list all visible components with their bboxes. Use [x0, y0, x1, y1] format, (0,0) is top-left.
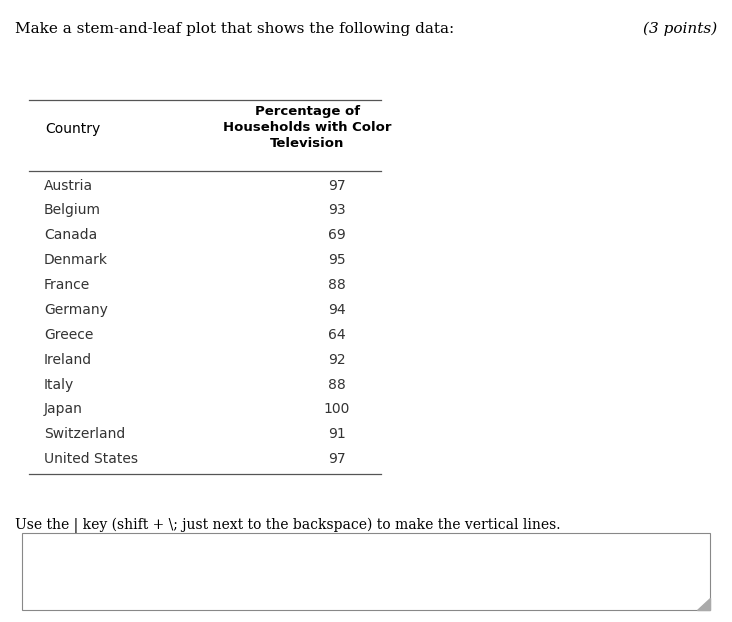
Text: 93: 93	[328, 203, 346, 218]
Text: 69: 69	[328, 228, 346, 243]
Text: Country: Country	[45, 122, 101, 136]
Text: Switzerland: Switzerland	[44, 427, 125, 442]
Text: 88: 88	[328, 278, 346, 292]
Text: Make a stem-and-leaf plot that shows the following data:: Make a stem-and-leaf plot that shows the…	[15, 22, 454, 36]
Text: France: France	[44, 278, 90, 292]
Text: Japan: Japan	[44, 402, 83, 417]
Text: Ireland: Ireland	[44, 353, 92, 367]
Text: Italy: Italy	[44, 378, 74, 392]
Text: (3 points): (3 points)	[643, 22, 717, 36]
Text: Percentage of
Households with Color
Television: Percentage of Households with Color Tele…	[223, 105, 392, 151]
Text: 91: 91	[328, 427, 346, 442]
Text: Canada: Canada	[44, 228, 97, 243]
Text: Belgium: Belgium	[44, 203, 101, 218]
Text: Use the | key (shift + \; just next to the backspace) to make the vertical lines: Use the | key (shift + \; just next to t…	[15, 518, 560, 533]
Text: Austria: Austria	[44, 179, 93, 193]
Text: 97: 97	[328, 179, 346, 193]
FancyBboxPatch shape	[22, 533, 710, 610]
Polygon shape	[697, 598, 710, 610]
Text: Germany: Germany	[44, 303, 108, 317]
Text: 97: 97	[328, 452, 346, 466]
Text: 94: 94	[328, 303, 346, 317]
Text: 92: 92	[328, 353, 346, 367]
Text: 64: 64	[328, 328, 346, 342]
Text: Denmark: Denmark	[44, 253, 108, 267]
Text: United States: United States	[44, 452, 138, 466]
Text: 95: 95	[328, 253, 346, 267]
Text: Greece: Greece	[44, 328, 93, 342]
Text: 100: 100	[324, 402, 350, 417]
Text: 88: 88	[328, 378, 346, 392]
